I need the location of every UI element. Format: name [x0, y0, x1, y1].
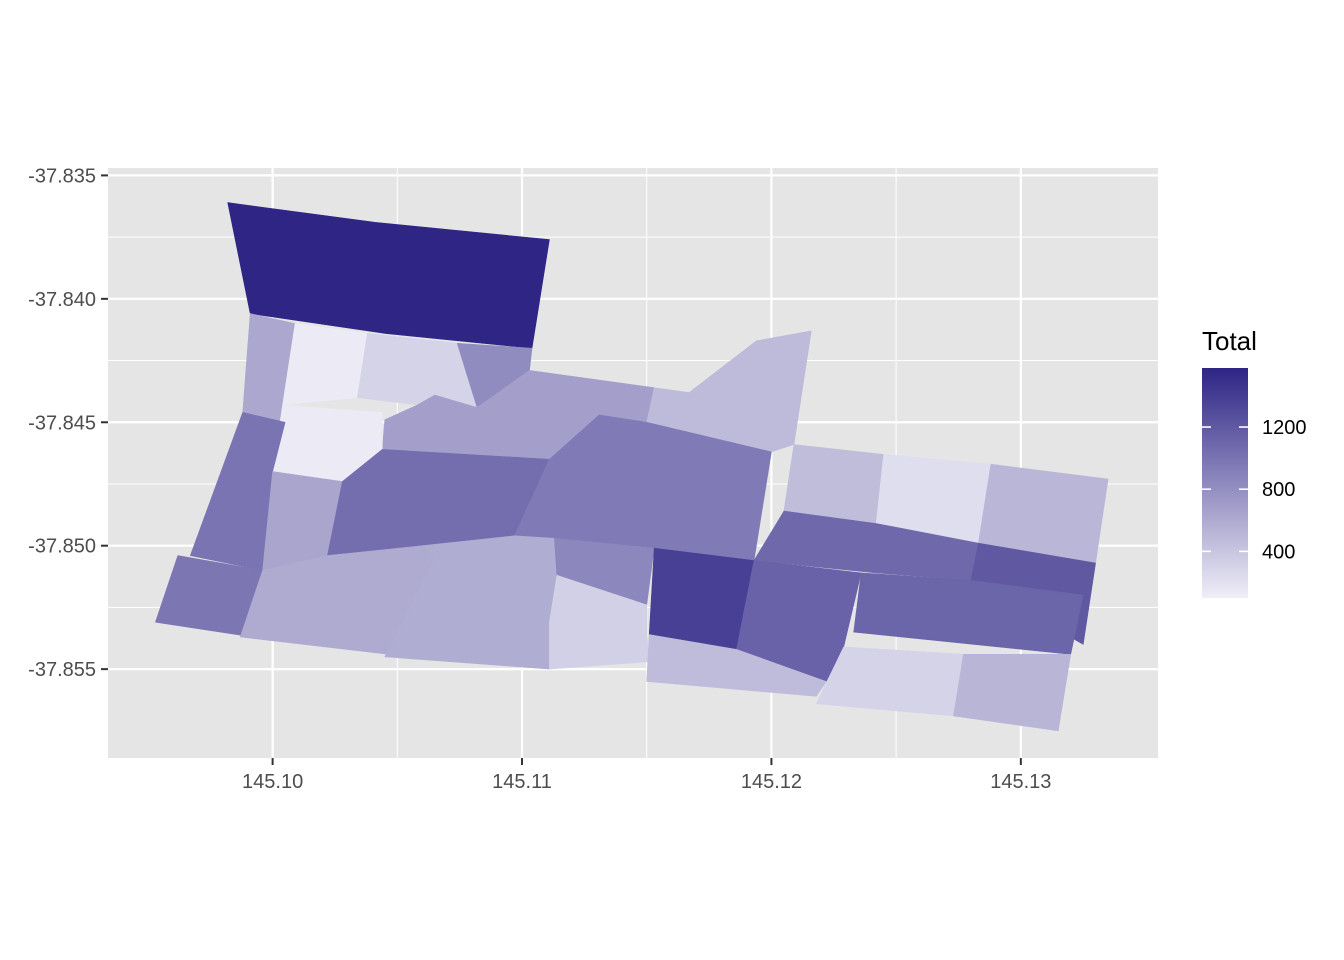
x-tick-label: 145.10 [242, 771, 303, 793]
map-regions [155, 202, 1109, 732]
legend-tick-label: 400 [1262, 541, 1295, 563]
x-tick-label: 145.13 [990, 771, 1051, 793]
legend-colorbar [1202, 368, 1248, 598]
legend-tick-label: 1200 [1262, 417, 1307, 439]
y-tick-label: -37.835 [28, 165, 96, 187]
x-tick-label: 145.11 [492, 771, 552, 793]
y-tick-label: -37.840 [28, 289, 96, 311]
legend: Total 400 800 1200 [1202, 326, 1307, 598]
axes: 145.10 145.11 145.12 145.13 -37.835 -37.840 -3… [28, 165, 1051, 793]
y-tick-label: -37.850 [28, 536, 96, 558]
x-tick-label: 145.12 [741, 771, 802, 793]
map-region [815, 646, 964, 717]
legend-tick-label: 800 [1262, 479, 1295, 501]
map-region [282, 323, 368, 406]
legend-ticks: 400 800 1200 [1202, 417, 1307, 563]
map-region [853, 572, 1084, 655]
map-region [953, 653, 1071, 732]
y-tick-label: -37.855 [28, 659, 96, 681]
map-region [646, 634, 827, 697]
y-tick-label: -37.845 [28, 412, 96, 434]
map-region [783, 444, 885, 524]
legend-title: Total [1202, 326, 1257, 356]
map-region [736, 560, 862, 682]
